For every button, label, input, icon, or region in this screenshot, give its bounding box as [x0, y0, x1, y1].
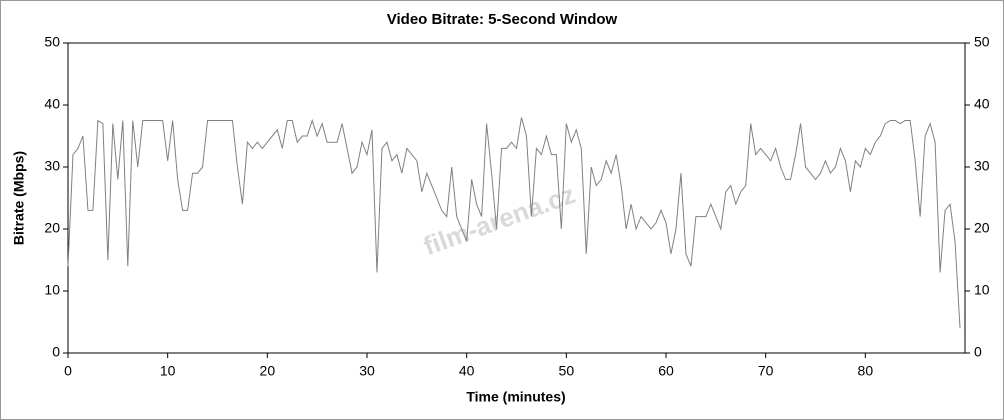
x-tick-label: 60: [658, 363, 674, 379]
y-tick-label: 50: [44, 34, 60, 50]
y2-tick-label: 10: [974, 282, 990, 298]
x-tick-label: 10: [160, 363, 176, 379]
y2-tick-label: 50: [974, 34, 990, 50]
plot-area: [67, 42, 966, 354]
y2-tick-label: 0: [974, 344, 982, 360]
y-tick-label: 10: [44, 282, 60, 298]
x-tick-label: 20: [260, 363, 276, 379]
chart-title: Video Bitrate: 5-Second Window: [387, 11, 618, 28]
y-tick-label: 20: [44, 220, 60, 236]
x-axis-label: Time (minutes): [466, 389, 565, 405]
x-tick-label: 50: [559, 363, 575, 379]
data-line: [67, 117, 961, 329]
y-tick-label: 40: [44, 96, 60, 112]
y2-tick-label: 30: [974, 158, 990, 174]
y-axis-label: Bitrate (Mbps): [11, 151, 27, 245]
y2-tick-label: 20: [974, 220, 990, 236]
y-tick-label: 30: [44, 158, 60, 174]
x-tick-label: 80: [858, 363, 874, 379]
x-tick-label: 30: [359, 363, 375, 379]
y-tick-label: 0: [52, 344, 60, 360]
x-tick-label: 70: [758, 363, 774, 379]
y2-tick-label: 40: [974, 96, 990, 112]
x-tick-label: 40: [459, 363, 475, 379]
x-tick-label: 0: [64, 363, 72, 379]
